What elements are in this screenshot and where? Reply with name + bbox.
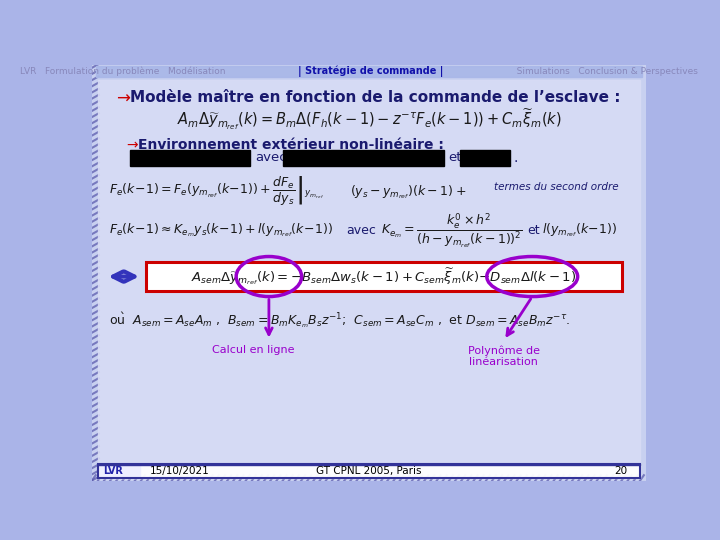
Text: avec: avec [255,151,287,165]
Text: $A_m\Delta\widetilde{y}_{m_{ref}}(k) = B_m\Delta(F_h(k-1)-z^{-\tau}F_e(k-1))+C_m: $A_m\Delta\widetilde{y}_{m_{ref}}(k) = B… [176,108,562,132]
Bar [96,66,642,77]
Text: $(y_s - y_{m_{ref}})(k-1)+$: $(y_s - y_{m_{ref}})(k-1)+$ [350,183,466,201]
Text: LVR: LVR [104,466,123,476]
Text: et: et [527,224,539,237]
Text: .: . [514,151,518,165]
Text: Simulations   Conclusion & Perspectives: Simulations Conclusion & Perspectives [508,68,698,76]
Bar [145,262,621,291]
Text: avec: avec [346,224,376,237]
Bar [283,150,444,166]
Text: GT CPNL 2005, Paris: GT CPNL 2005, Paris [316,467,422,476]
Text: $\rightarrow$: $\rightarrow$ [124,138,140,152]
Bar [130,150,250,166]
Text: 15/10/2021: 15/10/2021 [150,467,210,476]
Text: Environnement extérieur non-linéaire :: Environnement extérieur non-linéaire : [138,138,444,152]
Text: $F_e(k\!-\!1)=F_e(y_{m_{ref}}(k\!-\!1))+\left.\dfrac{dF_e}{dy_s}\right|_{y_{m_{r: $F_e(k\!-\!1)=F_e(y_{m_{ref}}(k\!-\!1))+… [109,176,324,208]
Text: termes du second ordre: termes du second ordre [494,182,618,192]
Bar [98,464,640,477]
Text: | Stratégie de commande |: | Stratégie de commande | [298,66,444,77]
Text: LVR   Formulation du problème   Modélisation: LVR Formulation du problème Modélisation [20,67,234,77]
Text: o$\grave{\rm u}$  $A_{sem}=A_{se}A_m$ ,  $B_{sem}=B_mK_{e_m}B_sz^{-1}$;  $C_{sem: o$\grave{\rm u}$ $A_{sem}=A_{se}A_m$ , $… [109,310,570,330]
Text: $K_{e_m}=\dfrac{k_e^0\times h^2}{(h-y_{m_{ref}}(k-1))^2}$: $K_{e_m}=\dfrac{k_e^0\times h^2}{(h-y_{m… [381,211,522,249]
Text: et: et [449,151,462,165]
Text: $l(y_{m_{ref}}(k\!-\!1))$: $l(y_{m_{ref}}(k\!-\!1))$ [542,221,618,239]
Text: $A_{sem}\Delta\widetilde{y}_{m_{ref}}(k)={-}B_{sem}\Delta w_s(k-1)+C_{sem}\widet: $A_{sem}\Delta\widetilde{y}_{m_{ref}}(k)… [191,266,576,287]
Text: $\rightarrow$: $\rightarrow$ [113,88,132,106]
Text: $F_e(k\!-\!1)\approx K_{e_m}y_s(k\!-\!1)+l(y_{m_{ref}}(k\!-\!1))$: $F_e(k\!-\!1)\approx K_{e_m}y_s(k\!-\!1)… [109,221,333,239]
Bar [98,464,640,465]
Bar [98,464,640,477]
Text: Polynôme de
linéarisation: Polynôme de linéarisation [468,345,540,367]
Text: Calcul en ligne: Calcul en ligne [212,345,294,355]
Text: Modèle maître en fonction de la commande de l’esclave :: Modèle maître en fonction de la commande… [130,90,621,105]
Text: 20: 20 [614,467,627,476]
Bar [460,150,510,166]
Bar [98,464,140,477]
